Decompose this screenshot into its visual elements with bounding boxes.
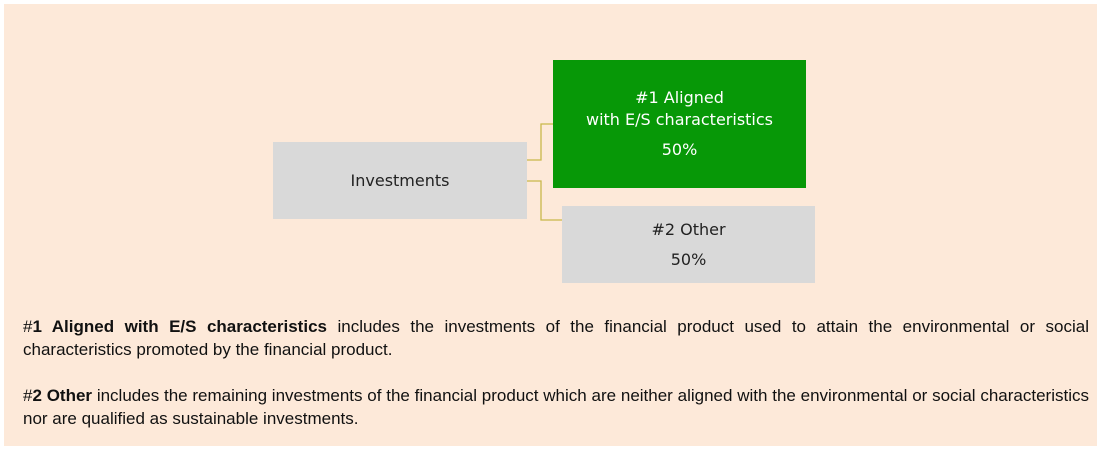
note-term: 2 Other <box>32 386 93 405</box>
note-term: 1 Aligned with E/S characteristics <box>32 317 327 336</box>
note-hash: # <box>23 386 33 405</box>
connector <box>527 123 553 161</box>
node-label: Investments <box>350 170 450 190</box>
node-aligned: #1 Aligned with E/S characteristics 50% <box>553 60 806 188</box>
connector <box>527 180 562 221</box>
node-label: #1 Aligned <box>635 88 724 107</box>
note: #2 Other includes the remaining investme… <box>23 384 1089 430</box>
connectors <box>527 123 562 221</box>
panel: Investments #1 Aligned with E/S characte… <box>4 4 1097 446</box>
node-investments: Investments <box>273 142 527 219</box>
node-percent: 50% <box>670 249 707 269</box>
note: #1 Aligned with E/S characteristics incl… <box>23 315 1089 361</box>
node-percent: 50% <box>661 140 698 159</box>
note-hash: # <box>23 317 33 336</box>
node-label: #2 Other <box>651 219 726 239</box>
node-other: #2 Other 50% <box>562 206 815 283</box>
node-label: with E/S characteristics <box>585 110 774 129</box>
note-text: includes the investments of the financia… <box>23 317 1089 359</box>
note-text: includes the remaining investments of th… <box>23 386 1089 428</box>
